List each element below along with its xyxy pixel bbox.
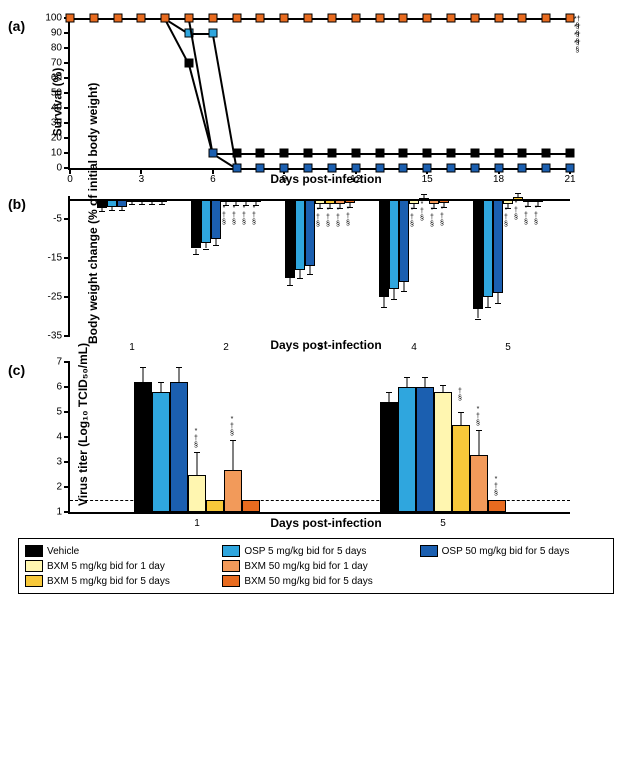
panel-b-plot: -35-25-15-51*†§*†§*†§*†§2*†§*†§*†§*†§3*†… (68, 196, 570, 336)
panel-b: (b) Body weight change (% of initial bod… (8, 196, 614, 352)
panel-a-label: (a) (8, 18, 25, 34)
panel-a-xlabel: Days post-infection (68, 172, 584, 186)
panel-c-xlabel: Days post-infection (68, 516, 584, 530)
panel-c: (c) Virus titer (Log₁₀ TCID₅₀/mL) 123456… (8, 362, 614, 530)
panel-a-chart: Survival (%) 010203040506070809010003691… (68, 18, 584, 186)
panel-c-plot: 1234567*†§*†§1†§*†§*†§5 (68, 362, 570, 514)
legend: VehicleOSP 5 mg/kg bid for 5 daysOSP 50 … (18, 538, 614, 594)
panel-b-chart: Body weight change (% of initial body we… (68, 196, 584, 352)
panel-b-label: (b) (8, 196, 26, 212)
panel-a-plot: 0102030405060708090100036912151821*† §*†… (68, 18, 570, 170)
panel-c-chart: Virus titer (Log₁₀ TCID₅₀/mL) 1234567*†§… (68, 362, 584, 530)
panel-c-label: (c) (8, 362, 25, 378)
